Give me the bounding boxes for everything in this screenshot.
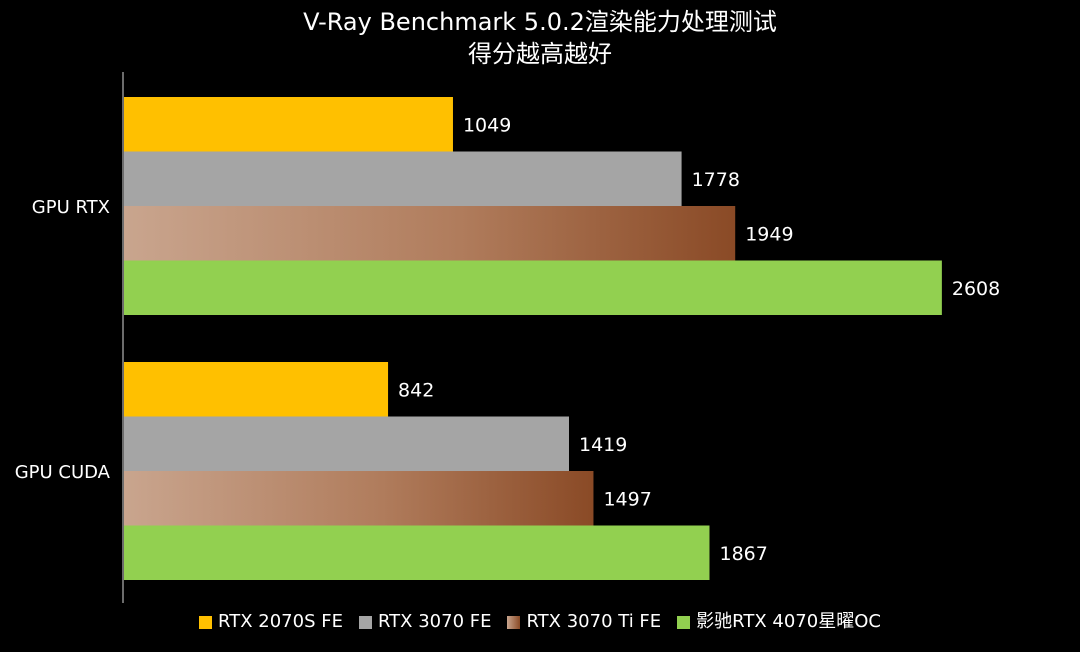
bar (124, 525, 710, 580)
bar-value-label: 1419 (579, 434, 627, 456)
chart-title-block: V-Ray Benchmark 5.0.2渲染能力处理测试 得分越高越好 (0, 6, 1080, 70)
bar (124, 362, 389, 417)
bar-value-label: 1949 (745, 223, 793, 245)
legend: RTX 2070S FE RTX 3070 FE RTX 3070 Ti FE 影驰R… (0, 609, 1080, 635)
bar (124, 97, 453, 152)
category-labels-group: GPU RTX GPU CUDA (15, 197, 111, 483)
bar-value-label: 2608 (952, 278, 1000, 300)
legend-swatch (199, 615, 213, 629)
bar-value-label: 1867 (719, 543, 767, 565)
bar (124, 416, 569, 471)
legend-label: RTX 3070 Ti FE (526, 611, 662, 632)
legend-swatch (358, 615, 372, 629)
chart-title: V-Ray Benchmark 5.0.2渲染能力处理测试 (303, 8, 777, 36)
bar (124, 206, 736, 261)
legend-item: RTX 2070S FE (199, 609, 343, 635)
category-label: GPU CUDA (15, 462, 111, 483)
chart-subtitle: 得分越高越好 (468, 40, 612, 68)
category-label: GPU RTX (32, 197, 110, 218)
bar (124, 260, 942, 315)
legend-label: RTX 3070 FE (377, 611, 492, 632)
bars-group: 1049 1778 1949 2608 842 1419 1497 1867 (124, 97, 1000, 580)
bar-value-label: 842 (398, 379, 434, 401)
legend-item: 影驰RTX 4070星曜OC (677, 609, 881, 635)
legend-label: 影驰RTX 4070星曜OC (696, 611, 881, 632)
legend-item: RTX 3070 Ti FE (507, 609, 661, 635)
legend-item: RTX 3070 FE (358, 609, 492, 635)
bar (124, 151, 682, 206)
legend-label: RTX 2070S FE (218, 611, 343, 632)
legend-swatch (677, 615, 691, 629)
bar-value-label: 1497 (603, 488, 651, 510)
legend-swatch (507, 615, 521, 629)
bar-value-label: 1778 (692, 169, 740, 191)
bar-value-label: 1049 (463, 114, 511, 136)
bar (124, 471, 594, 526)
